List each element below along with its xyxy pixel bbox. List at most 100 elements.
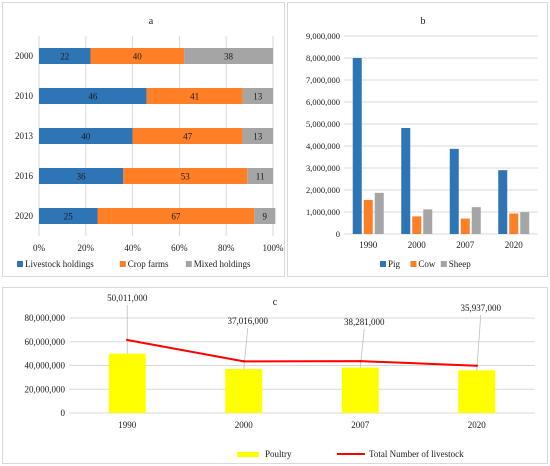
- chart-c-line-point: [475, 364, 478, 367]
- chart-a-bar-mixed-holdings: [242, 128, 273, 144]
- chart-b-legend-label: Sheep: [449, 259, 471, 269]
- chart-a-legend-swatch: [185, 261, 192, 267]
- chart-b-legend-swatch: [440, 261, 447, 267]
- chart-c-x-tick: 2020: [468, 420, 487, 430]
- chart-c-y-tick: 20,000,000: [25, 384, 66, 394]
- chart-b-bar-cow: [363, 199, 373, 234]
- chart-c-legend-swatch-poultry: [237, 452, 259, 457]
- chart-b-bar-cow: [509, 213, 519, 234]
- chart-a-data-label: 40: [133, 52, 143, 62]
- chart-b-bar-cow: [412, 216, 422, 234]
- chart-a-data-label: 41: [190, 92, 199, 102]
- chart-b-legend-label: Pig: [388, 259, 401, 269]
- chart-a-svg: a 0% 20% 40% 60% 80% 100% 2000 22 40 38 2010 46 41 13 2…: [15, 16, 285, 269]
- chart-c-title: c: [273, 297, 278, 308]
- chart-c-y-tick: 40,000,000: [25, 361, 66, 371]
- chart-a-data-label: 13: [253, 92, 263, 102]
- chart-a-bar-mixed-holdings: [184, 48, 273, 64]
- chart-a-data-label: 22: [60, 52, 69, 62]
- chart-c-bar-poultry: [341, 367, 379, 413]
- chart-a-data-label: 11: [256, 172, 265, 182]
- chart-c-bar-poultry: [108, 353, 146, 413]
- chart-c-data-label: 50,011,000: [107, 293, 148, 303]
- chart-a-bar-crop-farms: [132, 128, 243, 144]
- chart-b-y-tick: 0: [336, 229, 340, 239]
- chart-a-bar-livestock-holdings: [39, 128, 133, 144]
- chart-a-data-label: 67: [171, 212, 181, 222]
- chart-a-legend-swatch: [119, 261, 126, 267]
- chart-a-legend-label: Livestock holdings: [25, 259, 94, 269]
- chart-b-bar-pig: [498, 170, 508, 234]
- chart-a-bar-livestock-holdings: [39, 48, 91, 64]
- chart-panel-c: c 0 20,000,000 40,000,000 60,000,000 80,000,0…: [2, 287, 548, 464]
- chart-b-y-tick: 6,000,000: [306, 97, 340, 107]
- chart-b-title: b: [421, 16, 426, 27]
- chart-a-data-label: 38: [224, 52, 234, 62]
- chart-a-data-label: 40: [81, 132, 91, 142]
- chart-a-data-label: 13: [253, 132, 263, 142]
- chart-a-bar-mixed-holdings: [254, 208, 276, 224]
- chart-c-y-tick: 60,000,000: [25, 337, 66, 347]
- chart-c-line-total: [127, 338, 477, 367]
- chart-b-bar-cow: [460, 218, 470, 234]
- chart-b-x-tick: 2007: [456, 240, 475, 250]
- chart-a-bar-livestock-holdings: [39, 88, 147, 104]
- chart-a-data-label: 46: [88, 92, 98, 102]
- chart-b-y-tick: 5,000,000: [306, 119, 340, 129]
- chart-c-bar-poultry: [458, 370, 496, 413]
- chart-c-bar-poultry: [225, 369, 263, 413]
- chart-b-y-tick: 4,000,000: [306, 141, 340, 151]
- chart-a-x-tick: 100%: [263, 243, 285, 253]
- chart-c-line-point: [126, 338, 129, 342]
- chart-a-x-tick: 20%: [78, 243, 95, 253]
- chart-a-legend-label: Crop farms: [128, 259, 169, 269]
- chart-c-y-tick: 80,000,000: [25, 313, 66, 323]
- chart-c-x-tick: 1990: [118, 420, 137, 430]
- chart-b-bar-sheep: [520, 212, 530, 234]
- chart-b-bar-sheep: [374, 192, 384, 234]
- chart-panel-b: b 0 1,000,000 2,000,000 3,000,000 4,000,000 5,…: [287, 2, 548, 277]
- chart-a-data-label: 36: [77, 172, 87, 182]
- chart-a-y-tick: 2013: [15, 131, 34, 141]
- chart-b-bar-pig: [352, 58, 362, 234]
- chart-b-bar-pig: [449, 148, 459, 234]
- chart-c-y-tick: 0: [61, 408, 66, 418]
- chart-a-y-tick: 2020: [15, 211, 34, 221]
- chart-a-bar-crop-farms: [90, 48, 185, 64]
- chart-a-x-tick: 60%: [171, 243, 188, 253]
- chart-b-y-tick: 9,000,000: [306, 31, 340, 41]
- chart-a-bar-mixed-holdings: [242, 88, 273, 104]
- chart-a-x-tick: 80%: [218, 243, 235, 253]
- chart-b-bar-pig: [401, 127, 411, 234]
- chart-b-y-tick: 3,000,000: [306, 163, 340, 173]
- chart-c-svg: c 0 20,000,000 40,000,000 60,000,000 80,000,0…: [25, 293, 535, 459]
- chart-b-svg: b 0 1,000,000 2,000,000 3,000,000 4,000,000 5,…: [306, 16, 538, 269]
- chart-b-y-tick: 7,000,000: [306, 75, 340, 85]
- chart-a-y-tick: 2016: [15, 171, 34, 181]
- chart-a-legend-label: Mixed holdings: [194, 259, 251, 269]
- chart-c-line-point: [359, 359, 362, 363]
- chart-a-bar-crop-farms: [146, 88, 243, 104]
- chart-a-data-label: 53: [181, 172, 191, 182]
- chart-c-data-label: 35,937,000: [461, 303, 502, 313]
- chart-c-x-tick: 2007: [351, 420, 370, 430]
- chart-a-legend-swatch: [17, 261, 23, 267]
- chart-c-callout-line: [243, 327, 249, 370]
- chart-c-line-point: [242, 360, 245, 363]
- chart-a-data-label: 47: [183, 132, 193, 142]
- chart-b-legend-label: Cow: [418, 259, 436, 269]
- chart-panel-a: a 0% 20% 40% 60% 80% 100% 2000 22 40 38 2010 46 41 13 2…: [2, 2, 285, 277]
- chart-a-bar-mixed-holdings: [247, 168, 273, 184]
- chart-b-legend-swatch: [380, 261, 386, 267]
- chart-a-bar-livestock-holdings: [39, 168, 124, 184]
- chart-b-y-tick: 8,000,000: [306, 53, 340, 63]
- chart-b-legend-swatch: [410, 261, 417, 267]
- chart-c-data-label: 38,281,000: [344, 317, 385, 327]
- chart-a-data-label: 9: [263, 212, 268, 222]
- chart-b-bar-sheep: [471, 207, 481, 234]
- chart-a-x-tick: 40%: [124, 243, 141, 253]
- chart-b-y-tick: 2,000,000: [306, 185, 340, 195]
- chart-a-bar-livestock-holdings: [39, 208, 98, 224]
- chart-c-data-label: 37,016,000: [228, 316, 269, 326]
- chart-c-legend-label: Poultry: [265, 449, 292, 459]
